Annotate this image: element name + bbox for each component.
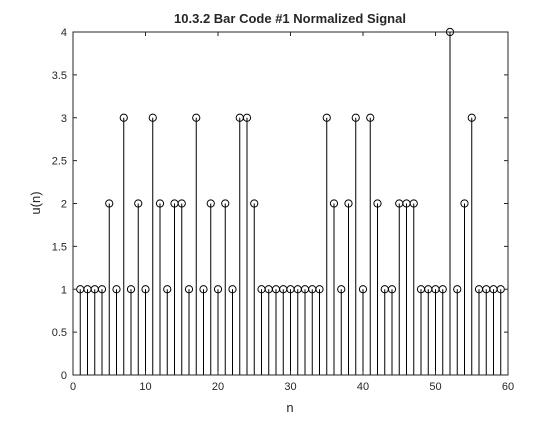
stem-marker — [126, 285, 136, 294]
stem-marker — [206, 199, 215, 208]
stem-marker — [105, 199, 114, 208]
stem-marker — [177, 199, 186, 208]
stem-marker — [373, 199, 382, 208]
stem-marker — [242, 113, 252, 122]
stem-marker — [250, 199, 259, 208]
stem-marker — [148, 113, 157, 122]
chart-title: 10.3.2 Bar Code #1 Normalized Signal — [174, 11, 406, 26]
stem-marker — [315, 285, 324, 294]
stem-marker — [112, 285, 121, 294]
stem-marker — [366, 113, 375, 122]
stem-marker — [322, 113, 331, 122]
stem-marker — [97, 285, 107, 294]
y-tick-label: 3.5 — [52, 70, 67, 82]
stem-marker — [199, 285, 208, 294]
x-tick-label: 50 — [429, 381, 441, 393]
stem-marker — [453, 285, 462, 294]
stem-marker — [467, 113, 476, 122]
x-tick-label: 40 — [357, 381, 369, 393]
stem-marker — [192, 113, 201, 122]
stem-marker — [351, 113, 360, 122]
y-tick-label: 2 — [61, 199, 67, 211]
stem-marker — [358, 285, 368, 294]
stem-marker — [221, 199, 230, 208]
stem-marker — [163, 285, 172, 294]
y-tick-label: 4 — [61, 27, 67, 39]
ticks-group: 0 10 20 30 40 50 60 0 0.5 1 1.5 2 2.5 3 3.5 4 — [52, 27, 514, 393]
y-tick-label: 0 — [61, 370, 67, 382]
y-tick-label: 1.5 — [52, 241, 67, 253]
x-tick-label: 20 — [212, 381, 224, 393]
stem-marker — [337, 285, 346, 294]
axes-box — [72, 31, 509, 376]
stem-marker — [438, 285, 447, 294]
stems-group — [76, 27, 505, 375]
stem-marker — [329, 199, 339, 208]
y-tick-label: 2.5 — [52, 156, 67, 168]
stem-marker — [155, 199, 165, 208]
stem-marker — [409, 199, 418, 208]
stem-marker — [213, 285, 223, 294]
x-tick-label: 0 — [70, 381, 76, 393]
x-tick-label: 30 — [284, 381, 296, 393]
stem-marker — [141, 285, 150, 294]
y-tick-label: 0.5 — [52, 327, 67, 339]
stem-marker — [344, 199, 353, 208]
stem-marker — [134, 199, 143, 208]
x-axis-label: n — [286, 400, 293, 415]
y-axis-label: u(n) — [28, 191, 43, 214]
stem-marker — [228, 285, 237, 294]
x-tick-label: 10 — [139, 381, 151, 393]
stem-marker — [119, 113, 128, 122]
stem-marker — [387, 285, 397, 294]
stem-marker — [460, 199, 469, 208]
y-tick-label: 1 — [61, 284, 67, 296]
stem-marker — [184, 285, 194, 294]
x-tick-label: 60 — [502, 381, 514, 393]
y-tick-label: 3 — [61, 113, 67, 125]
